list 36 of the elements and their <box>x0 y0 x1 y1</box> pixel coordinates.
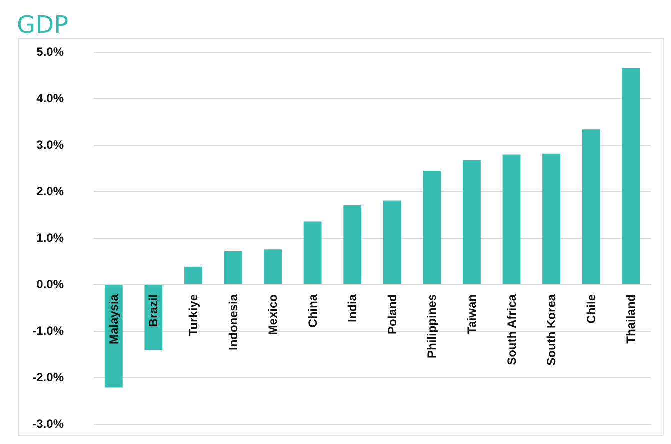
chart-title: GDP <box>17 11 69 39</box>
x-tick-label: Taiwan <box>464 294 479 334</box>
x-tick-label: India <box>346 294 360 323</box>
y-tick-label: -2.0% <box>32 370 64 384</box>
bar <box>463 160 481 284</box>
x-tick-label: Poland <box>385 294 400 335</box>
x-tick-label: Brazil <box>146 294 161 328</box>
bar <box>622 68 640 284</box>
y-tick-label: 5.0% <box>36 45 64 59</box>
y-tick-label: 3.0% <box>36 138 64 152</box>
y-tick-label: 4.0% <box>36 92 64 106</box>
x-tick-label: Chile <box>584 294 598 324</box>
bar <box>383 200 402 284</box>
y-tick-label: -3.0% <box>32 417 64 431</box>
x-tick-label: Indonesia <box>226 294 240 351</box>
bar <box>502 154 521 284</box>
y-tick-label: -1.0% <box>32 324 64 338</box>
x-tick-label: Mexico <box>266 294 280 336</box>
x-tick-label: South Africa <box>504 294 519 366</box>
bar <box>224 251 242 284</box>
y-tick-label: 2.0% <box>36 184 64 198</box>
x-tick-label: Turkiye <box>186 294 200 336</box>
x-tick-label: China <box>306 294 320 328</box>
x-tick-label: Philippines <box>425 294 440 359</box>
x-tick-label: South Korea <box>544 294 559 366</box>
bar <box>344 205 362 284</box>
x-tick-label: Malaysia <box>106 294 121 345</box>
bar <box>304 222 322 284</box>
bar <box>264 250 282 284</box>
bar <box>582 130 600 284</box>
bar <box>423 171 442 284</box>
x-tick-label: Thailand <box>624 294 638 344</box>
y-tick-label: 1.0% <box>36 231 64 245</box>
bar <box>184 266 202 284</box>
y-tick-label: 0.0% <box>36 278 64 292</box>
bar <box>542 154 560 284</box>
